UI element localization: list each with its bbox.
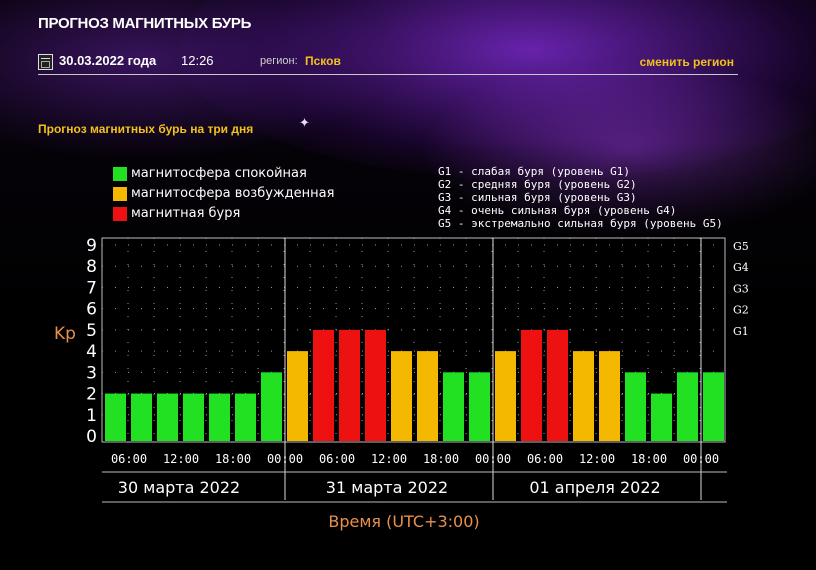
info-bar: 30.03.2022 года 12:26 регион: Псков смен… xyxy=(38,52,738,75)
section-subtitle: Прогноз магнитных бурь на три дня xyxy=(38,122,254,136)
kp-bar xyxy=(443,372,464,441)
x-tick-label: 00:00 xyxy=(475,452,511,466)
current-date: 30.03.2022 года xyxy=(59,53,157,68)
g-level-legend: G1 - слабая буря (уровень G1) G2 - средн… xyxy=(438,165,723,230)
kp-bar xyxy=(365,329,386,441)
x-tick-label: 06:00 xyxy=(319,452,355,466)
kp-bar xyxy=(391,351,412,441)
g-level-item: G5 - экстремально сильная буря (уровень … xyxy=(438,217,723,230)
y-tick-label: 3 xyxy=(86,363,97,383)
kp-bar xyxy=(209,393,230,441)
current-time: 12:26 xyxy=(181,53,214,68)
kp-bar xyxy=(261,372,282,441)
kp-bar xyxy=(547,329,568,441)
y-tick-label: 8 xyxy=(86,257,97,277)
kp-bar xyxy=(703,372,724,441)
kp-bar xyxy=(183,393,204,441)
kp-bar xyxy=(625,372,646,441)
kp-bar xyxy=(495,351,516,441)
region-value: Псков xyxy=(305,54,341,68)
change-region-link[interactable]: сменить регион xyxy=(639,55,734,69)
g-level-item: G2 - средняя буря (уровень G2) xyxy=(438,178,637,191)
legend-label: магнитосфера возбужденная xyxy=(131,186,335,201)
page-title: ПРОГНОЗ МАГНИТНЫХ БУРЬ xyxy=(38,15,252,32)
y-tick-label: 6 xyxy=(86,300,97,320)
kp-bar xyxy=(417,351,438,441)
x-tick-label: 18:00 xyxy=(423,452,459,466)
kp-bar xyxy=(313,329,334,441)
legend-label: магнитосфера спокойная xyxy=(131,166,307,181)
kp-bar xyxy=(469,372,490,441)
kp-bar xyxy=(651,393,672,441)
x-axis-label: Время (UTC+3:00) xyxy=(328,512,479,531)
y-tick-label: 5 xyxy=(86,321,97,341)
day-label: 31 марта 2022 xyxy=(326,478,448,497)
x-tick-label: 06:00 xyxy=(111,452,147,466)
x-tick-label: 00:00 xyxy=(267,452,303,466)
x-tick-label: 06:00 xyxy=(527,452,563,466)
g-level-tick: G2 xyxy=(733,304,749,317)
kp-bar xyxy=(599,351,620,441)
kp-bar xyxy=(131,393,152,441)
x-tick-label: 12:00 xyxy=(163,452,199,466)
y-axis-label: Kp xyxy=(54,324,76,344)
legend-label: магнитная буря xyxy=(131,206,241,221)
kp-bar xyxy=(677,372,698,441)
legend-swatch xyxy=(113,167,127,181)
x-tick-label: 12:00 xyxy=(371,452,407,466)
kp-bar xyxy=(573,351,594,441)
y-tick-label: 0 xyxy=(86,427,97,447)
y-tick-label: 1 xyxy=(86,406,97,426)
calendar-icon xyxy=(38,54,53,70)
g-level-tick: G3 xyxy=(733,282,749,295)
region-label: регион: xyxy=(260,55,298,67)
y-tick-label: 7 xyxy=(86,278,97,298)
g-level-tick: G1 xyxy=(733,325,749,338)
g-level-item: G1 - слабая буря (уровень G1) xyxy=(438,165,631,178)
day-label: 01 апреля 2022 xyxy=(529,478,660,497)
kp-bar xyxy=(339,329,360,441)
kp-bar xyxy=(157,393,178,441)
legend-swatch xyxy=(113,187,127,201)
legend-swatch xyxy=(113,207,127,221)
x-tick-label: 12:00 xyxy=(579,452,615,466)
y-tick-label: 4 xyxy=(86,342,97,362)
g-level-tick: G5 xyxy=(733,240,749,253)
kp-bar xyxy=(235,393,256,441)
g-level-tick: G4 xyxy=(733,261,749,274)
kp-bar xyxy=(105,393,126,441)
g-level-item: G3 - сильная буря (уровень G3) xyxy=(438,191,637,204)
day-label: 30 марта 2022 xyxy=(118,478,240,497)
kp-bar xyxy=(521,329,542,441)
x-tick-label: 18:00 xyxy=(631,452,667,466)
x-tick-label: 00:00 xyxy=(683,452,719,466)
x-tick-label: 18:00 xyxy=(215,452,251,466)
kp-bar xyxy=(287,351,308,441)
y-tick-label: 9 xyxy=(86,236,97,256)
g-level-item: G4 - очень сильная буря (уровень G4) xyxy=(438,204,677,217)
sparkle-icon: ✦ xyxy=(299,116,310,131)
y-tick-label: 2 xyxy=(86,385,97,405)
